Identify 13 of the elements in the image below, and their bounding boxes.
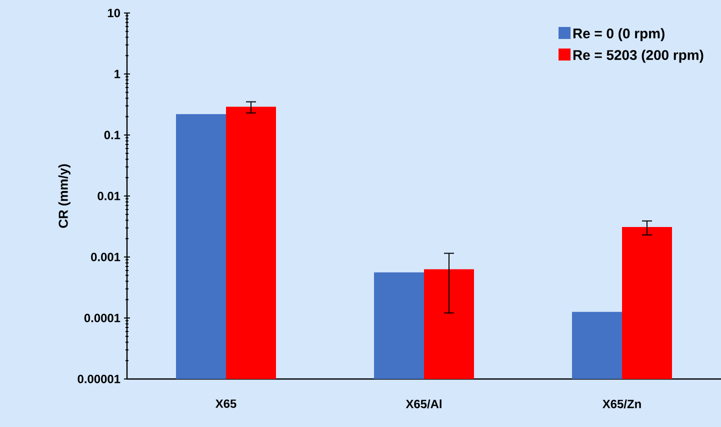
y-tick-label: 1	[114, 70, 120, 78]
legend-label: Re = 5203 (200 rpm)	[573, 50, 704, 63]
y-tick-label: 0.00001	[78, 374, 120, 384]
y-tick-label: 10	[108, 8, 120, 18]
x-tick-label: X65/Zn	[602, 399, 641, 408]
y-tick-label: 0.01	[98, 192, 120, 200]
legend-label: Re = 0 (0 rpm)	[573, 28, 664, 42]
y-tick-label: 0.1	[104, 130, 120, 140]
x-tick-label: X65/Al	[406, 399, 442, 408]
y-axis-title: CR (mm/y)	[58, 164, 70, 228]
y-tick-label: 0.0001	[84, 314, 120, 322]
y-tick-label: 0.001	[91, 252, 120, 262]
x-tick-label: X65	[215, 399, 236, 408]
